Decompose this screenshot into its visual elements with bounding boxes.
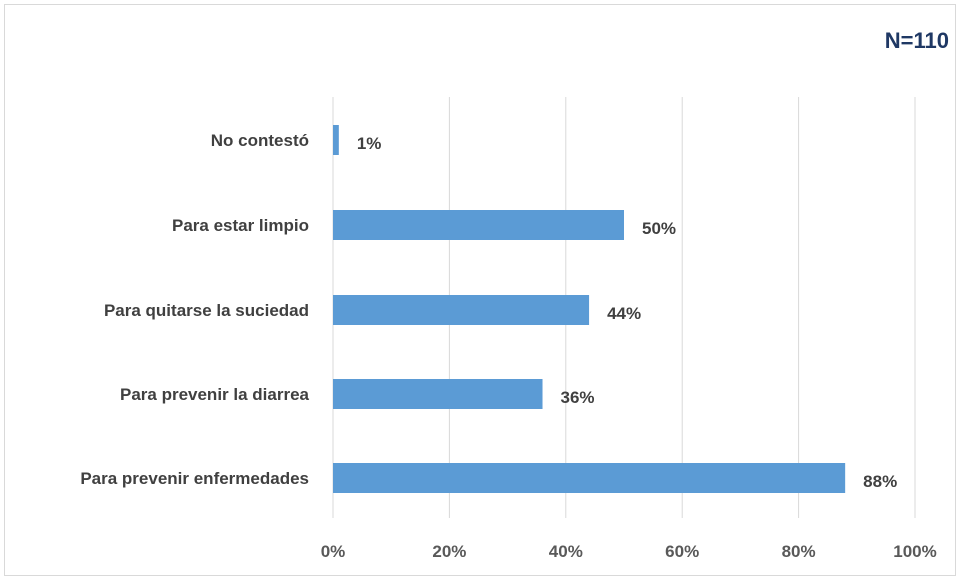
category-label: Para prevenir la diarrea xyxy=(120,385,310,404)
category-label: No contestó xyxy=(211,131,309,150)
category-label: Para quitarse la suciedad xyxy=(104,301,309,320)
bar xyxy=(333,379,543,409)
x-tick-label: 40% xyxy=(549,542,583,561)
x-tick-label: 0% xyxy=(321,542,346,561)
x-tick-label: 100% xyxy=(893,542,936,561)
data-label: 88% xyxy=(863,472,897,491)
bar xyxy=(333,125,339,155)
bar xyxy=(333,463,846,493)
bar xyxy=(333,295,590,325)
data-label: 44% xyxy=(607,304,641,323)
data-label: 50% xyxy=(642,219,676,238)
category-label: Para prevenir enfermedades xyxy=(80,469,309,488)
x-tick-label: 20% xyxy=(432,542,466,561)
x-tick-label: 80% xyxy=(782,542,816,561)
sample-size-annotation: N=110 xyxy=(884,28,949,53)
data-label: 1% xyxy=(357,134,382,153)
data-label: 36% xyxy=(561,388,595,407)
bar xyxy=(333,210,624,240)
category-label: Para estar limpio xyxy=(172,216,309,235)
x-tick-label: 60% xyxy=(665,542,699,561)
